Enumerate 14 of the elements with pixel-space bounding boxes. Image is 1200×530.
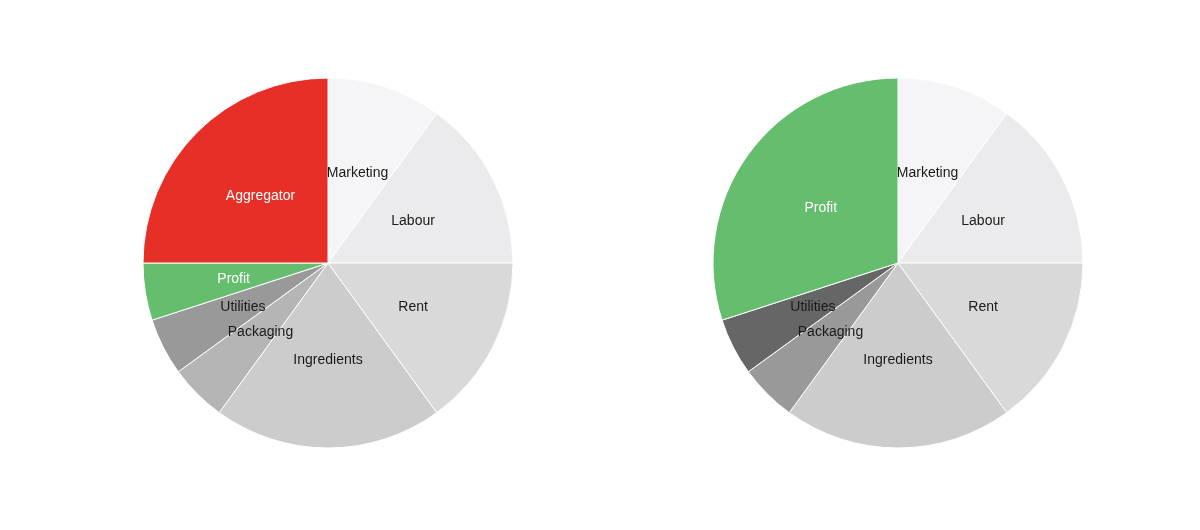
slice-label: Rent xyxy=(968,298,998,315)
slice-label: Utilities xyxy=(790,298,836,315)
slice-label: Marketing xyxy=(326,164,389,181)
slice-label: Rent xyxy=(398,298,428,315)
slice-label: Profit xyxy=(217,269,251,286)
slice-label: Packaging xyxy=(227,322,294,339)
slice-label: Profit xyxy=(804,198,838,215)
slice-label: Utilities xyxy=(220,298,266,315)
slice-label: Marketing xyxy=(896,164,959,181)
slice-label: Labour xyxy=(391,211,436,228)
slice-label: Ingredients xyxy=(863,350,933,367)
slice-label: Labour xyxy=(961,211,1006,228)
slice-label: Ingredients xyxy=(293,350,363,367)
slice-label: Aggregator xyxy=(225,187,296,204)
